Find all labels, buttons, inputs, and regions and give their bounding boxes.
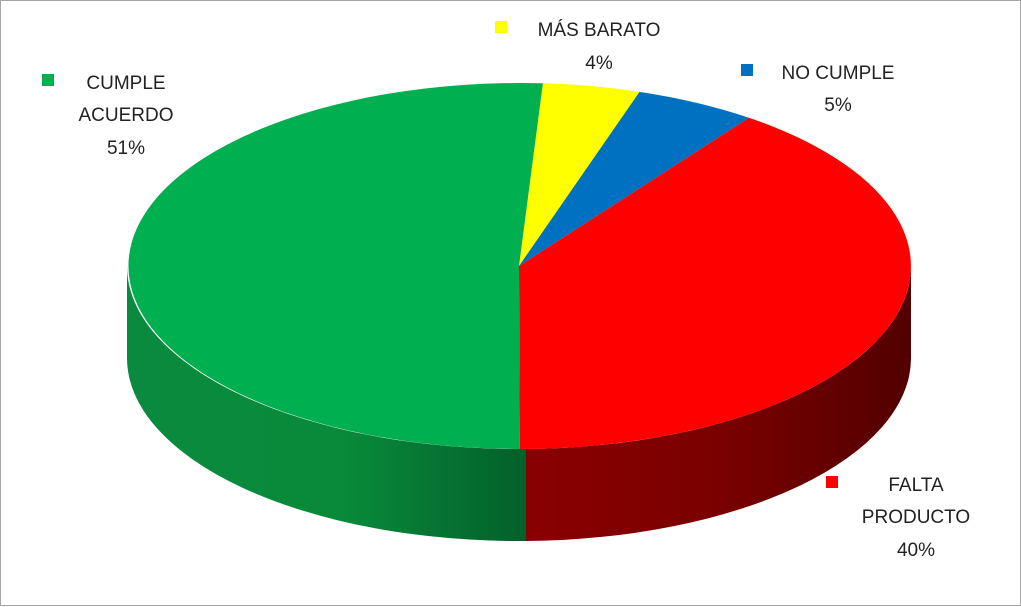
label-falta-percent: 40%	[897, 540, 935, 561]
pie-side-wall-cumple	[126, 266, 526, 542]
pie-slices	[128, 83, 911, 450]
label-falta-line2: PRODUCTO	[862, 507, 970, 528]
label-no-cumple: NO CUMPLE	[782, 63, 895, 84]
legend-marker-no-cumple	[741, 64, 753, 76]
pie-slice-masbarato	[519, 83, 640, 266]
pie-slice-cumple-acuerdo	[128, 83, 543, 450]
legend-marker-cumple	[42, 74, 54, 86]
pie-slice-falta-producto	[519, 117, 911, 450]
label-mas-barato: MÁS BARATO	[538, 20, 661, 41]
pie-slice-nocumple	[519, 91, 749, 267]
label-no-cumple-percent: 5%	[824, 95, 852, 116]
label-cumple-line2: ACUERDO	[78, 105, 173, 126]
pie-side-wall-falta	[526, 266, 911, 541]
label-falta-line1: FALTA	[888, 475, 944, 496]
legend-marker-mas-barato	[495, 21, 507, 33]
legend-marker-falta	[826, 476, 838, 488]
label-cumple-line1: CUMPLE	[86, 73, 165, 94]
label-cumple-percent: 51%	[107, 138, 145, 159]
label-mas-barato-percent: 4%	[585, 53, 613, 74]
